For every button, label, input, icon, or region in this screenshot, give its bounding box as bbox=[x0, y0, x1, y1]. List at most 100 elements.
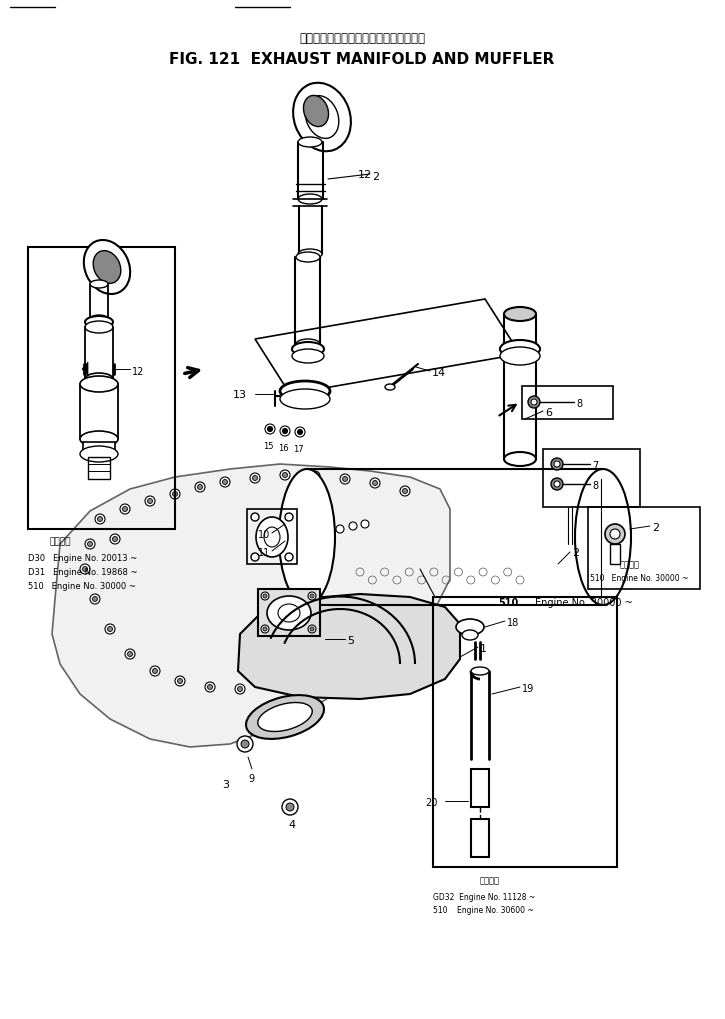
Circle shape bbox=[342, 477, 347, 482]
Text: 8: 8 bbox=[592, 481, 598, 490]
Ellipse shape bbox=[280, 389, 330, 410]
Circle shape bbox=[93, 597, 97, 602]
Circle shape bbox=[610, 530, 620, 539]
Circle shape bbox=[110, 535, 120, 544]
Circle shape bbox=[554, 462, 560, 468]
Ellipse shape bbox=[80, 432, 118, 447]
Text: 13: 13 bbox=[233, 389, 247, 399]
Ellipse shape bbox=[280, 382, 330, 401]
Bar bbox=[610, 544, 620, 565]
Text: 2: 2 bbox=[372, 172, 379, 181]
Bar bbox=[471, 769, 489, 807]
Ellipse shape bbox=[80, 377, 118, 392]
Circle shape bbox=[145, 496, 155, 506]
Circle shape bbox=[286, 803, 294, 811]
Text: 12: 12 bbox=[132, 367, 144, 377]
Circle shape bbox=[120, 504, 130, 515]
Ellipse shape bbox=[471, 667, 489, 676]
Circle shape bbox=[268, 427, 273, 432]
Ellipse shape bbox=[293, 84, 351, 152]
Text: 12: 12 bbox=[358, 170, 372, 179]
Ellipse shape bbox=[85, 322, 113, 333]
Ellipse shape bbox=[500, 340, 540, 359]
Text: 510   Engine No. 30000 ~: 510 Engine No. 30000 ~ bbox=[590, 574, 688, 583]
Ellipse shape bbox=[504, 452, 536, 467]
Circle shape bbox=[195, 483, 205, 492]
Ellipse shape bbox=[84, 240, 130, 294]
Text: 適用号機: 適用号機 bbox=[480, 875, 500, 884]
Circle shape bbox=[83, 567, 88, 572]
Text: Engine No. 30000 ~: Engine No. 30000 ~ bbox=[535, 597, 633, 607]
Bar bbox=[88, 458, 110, 480]
Polygon shape bbox=[238, 594, 460, 699]
Circle shape bbox=[402, 489, 407, 494]
Circle shape bbox=[370, 479, 380, 488]
Bar bbox=[247, 510, 297, 565]
Ellipse shape bbox=[500, 347, 540, 366]
Bar bbox=[433, 597, 617, 867]
Circle shape bbox=[531, 399, 537, 406]
Text: 10: 10 bbox=[258, 530, 270, 539]
Circle shape bbox=[197, 485, 202, 490]
Circle shape bbox=[80, 565, 90, 575]
Ellipse shape bbox=[456, 620, 484, 636]
Bar bbox=[543, 449, 640, 507]
Ellipse shape bbox=[385, 384, 395, 390]
Circle shape bbox=[280, 471, 290, 481]
Ellipse shape bbox=[298, 195, 322, 205]
Ellipse shape bbox=[278, 604, 300, 623]
Circle shape bbox=[125, 649, 135, 659]
Text: 5: 5 bbox=[347, 636, 354, 645]
Circle shape bbox=[554, 482, 560, 487]
Circle shape bbox=[285, 553, 293, 561]
Circle shape bbox=[295, 428, 305, 437]
Circle shape bbox=[235, 685, 245, 694]
Text: 6: 6 bbox=[545, 408, 552, 418]
Circle shape bbox=[263, 594, 267, 598]
Circle shape bbox=[283, 473, 288, 478]
Circle shape bbox=[175, 677, 185, 687]
Ellipse shape bbox=[264, 528, 280, 547]
Ellipse shape bbox=[90, 316, 108, 324]
Ellipse shape bbox=[85, 317, 113, 329]
Circle shape bbox=[112, 537, 117, 542]
Circle shape bbox=[238, 687, 242, 692]
Circle shape bbox=[261, 626, 269, 634]
Circle shape bbox=[263, 628, 267, 632]
Circle shape bbox=[128, 652, 133, 657]
Circle shape bbox=[310, 472, 320, 482]
Text: 16: 16 bbox=[278, 443, 289, 452]
Bar bbox=[258, 589, 320, 637]
Circle shape bbox=[282, 799, 298, 815]
Circle shape bbox=[605, 525, 625, 544]
Ellipse shape bbox=[279, 470, 335, 605]
Ellipse shape bbox=[462, 631, 478, 640]
Circle shape bbox=[308, 626, 316, 634]
Circle shape bbox=[250, 474, 260, 484]
Text: 15: 15 bbox=[262, 441, 273, 450]
Text: 4: 4 bbox=[289, 819, 296, 829]
Ellipse shape bbox=[80, 446, 118, 463]
Text: GD32  Engine No. 11128 ~: GD32 Engine No. 11128 ~ bbox=[433, 892, 535, 901]
Polygon shape bbox=[52, 465, 450, 747]
Circle shape bbox=[312, 474, 318, 479]
Circle shape bbox=[107, 627, 112, 632]
Text: 2: 2 bbox=[572, 547, 579, 557]
Ellipse shape bbox=[298, 250, 322, 260]
Circle shape bbox=[223, 480, 228, 485]
Circle shape bbox=[551, 459, 563, 471]
Text: 18: 18 bbox=[507, 618, 519, 628]
Text: 適用号機: 適用号機 bbox=[49, 536, 71, 545]
Circle shape bbox=[147, 499, 152, 504]
Circle shape bbox=[261, 592, 269, 600]
Ellipse shape bbox=[256, 518, 288, 557]
Ellipse shape bbox=[504, 308, 536, 322]
Text: 14: 14 bbox=[432, 368, 446, 378]
Circle shape bbox=[340, 475, 350, 484]
Text: 8: 8 bbox=[576, 398, 582, 409]
Circle shape bbox=[251, 553, 259, 561]
Circle shape bbox=[173, 492, 178, 497]
Circle shape bbox=[373, 481, 378, 486]
Text: 1: 1 bbox=[480, 643, 487, 653]
Circle shape bbox=[528, 396, 540, 409]
